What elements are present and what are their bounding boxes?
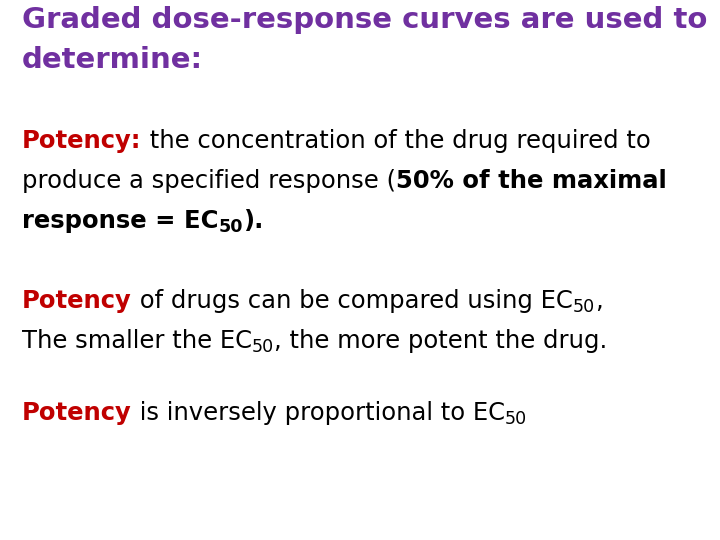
Text: ,: , <box>595 289 603 313</box>
Text: determine:: determine: <box>22 46 203 74</box>
Text: produce a specified response (: produce a specified response ( <box>22 169 396 193</box>
Text: response = EC: response = EC <box>22 209 218 233</box>
Text: Potency: Potency <box>22 289 132 313</box>
Text: is inversely proportional to EC: is inversely proportional to EC <box>132 401 505 425</box>
Text: ).: ). <box>243 209 264 233</box>
Text: Potency: Potency <box>22 401 132 425</box>
Text: Graded dose-response curves are used to: Graded dose-response curves are used to <box>22 6 707 34</box>
Text: 50% of the maximal: 50% of the maximal <box>396 169 667 193</box>
Text: , the more potent the drug.: , the more potent the drug. <box>274 329 608 353</box>
Text: of drugs can be compared using EC: of drugs can be compared using EC <box>132 289 572 313</box>
Text: 50: 50 <box>505 410 527 428</box>
Text: 50: 50 <box>218 218 243 236</box>
Text: Potency:: Potency: <box>22 129 142 153</box>
Text: 50: 50 <box>252 338 274 356</box>
Text: 50: 50 <box>572 298 595 316</box>
Text: the concentration of the drug required to: the concentration of the drug required t… <box>142 129 650 153</box>
Text: The smaller the EC: The smaller the EC <box>22 329 252 353</box>
